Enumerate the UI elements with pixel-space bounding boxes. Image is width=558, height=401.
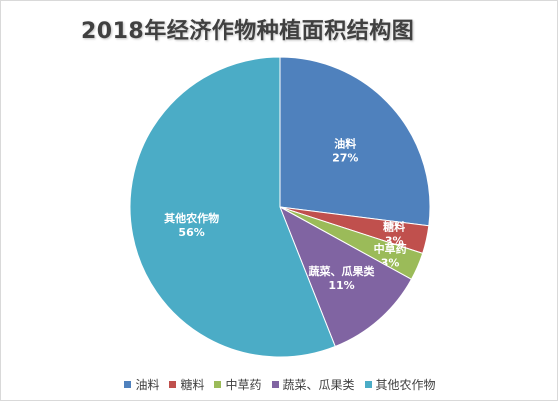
slice-category-label: 中草药 bbox=[374, 242, 407, 256]
slice-category-label: 其他农作物 bbox=[164, 211, 219, 225]
legend-item: 蔬菜、瓜果类 bbox=[271, 376, 355, 393]
pie-slice-5 bbox=[129, 56, 336, 358]
slice-value-label: 11% bbox=[328, 279, 354, 292]
legend-swatch bbox=[271, 381, 279, 388]
legend-swatch bbox=[214, 381, 222, 388]
chart-title: 2018年经济作物种植面积结构图 bbox=[81, 19, 415, 44]
legend-item: 油料 bbox=[124, 376, 159, 393]
slice-category-label: 糖料 bbox=[383, 220, 405, 234]
legend-item: 糖料 bbox=[169, 376, 204, 393]
legend-item: 其他农作物 bbox=[364, 376, 436, 393]
legend-swatch bbox=[169, 381, 177, 388]
slice-value-label: 27% bbox=[332, 151, 358, 164]
pie-slice-1 bbox=[279, 56, 431, 227]
legend-label: 中草药 bbox=[225, 378, 262, 392]
legend-label: 糖料 bbox=[180, 378, 205, 392]
legend-label: 油料 bbox=[135, 378, 160, 392]
slice-value-label: 56% bbox=[178, 226, 204, 239]
pie-slice-4 bbox=[279, 205, 413, 348]
slice-category-label: 蔬菜、瓜果类 bbox=[309, 264, 376, 278]
legend-swatch bbox=[124, 381, 132, 388]
slice-category-label: 油料 bbox=[334, 136, 356, 150]
chart-legend: 油料 糖料 中草药 蔬菜、瓜果类 其他农作物 bbox=[1, 376, 558, 393]
legend-label: 其他农作物 bbox=[375, 378, 436, 392]
legend-label: 蔬菜、瓜果类 bbox=[282, 378, 355, 392]
legend-swatch bbox=[364, 381, 372, 388]
legend-item: 中草药 bbox=[214, 376, 262, 393]
